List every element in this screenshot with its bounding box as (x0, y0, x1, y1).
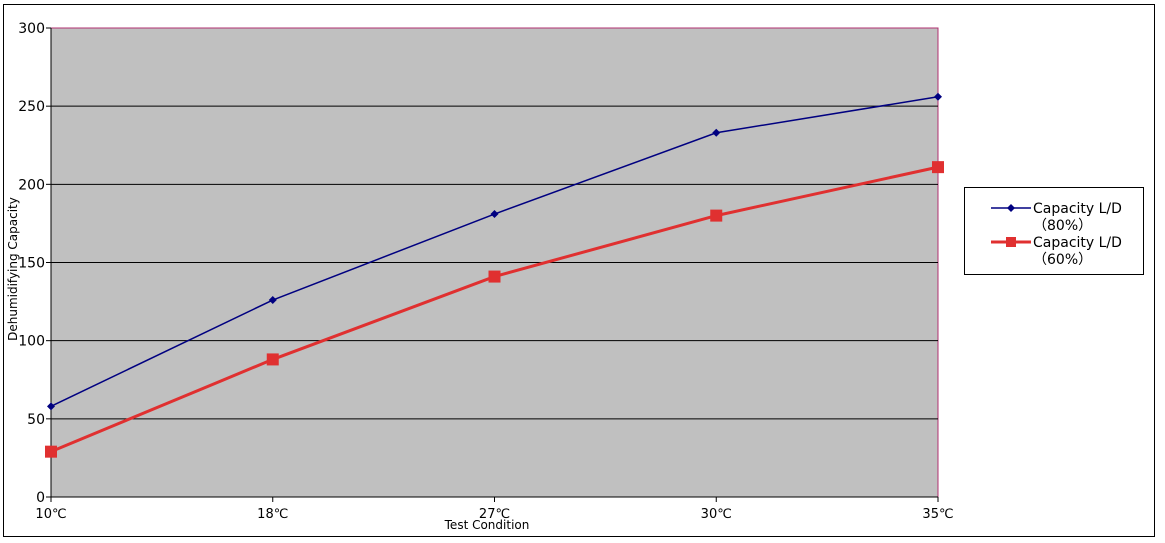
gridlines (51, 105, 938, 420)
chart-frame (3, 4, 1155, 537)
y-axis-ticks: 0 50 100 150 200 250 300 (18, 21, 51, 506)
x-tick-label: 35℃ (922, 507, 953, 522)
x-axis-ticks: 10℃ 18℃ 27℃ 30℃ 35℃ (35, 497, 954, 522)
x-tick-label: 10℃ (35, 507, 66, 522)
y-tick-label: 150 (18, 256, 45, 272)
y-tick-label: 0 (36, 490, 45, 506)
series-layer (45, 92, 944, 458)
legend-label-1: Capacity L/D（80%） (1033, 201, 1122, 234)
x-tick-label: 27℃ (479, 507, 510, 522)
legend-marker-diamond (991, 204, 1031, 212)
data-point-diamond (712, 128, 721, 137)
data-point-square (710, 209, 723, 222)
data-point-square (932, 161, 944, 174)
y-tick-label: 300 (18, 21, 45, 37)
legend-entry-2: Capacity L/D（60%） (965, 232, 1143, 268)
legend-marker-square (991, 237, 1031, 247)
legend-entry-1: Capacity L/D（80%） (965, 198, 1143, 234)
y-axis-label: Dehumidifying Capacity (6, 197, 20, 341)
data-point-diamond (934, 92, 942, 101)
x-tick-label: 18℃ (257, 507, 288, 522)
x-tick-label: 30℃ (701, 507, 732, 522)
legend-label-2: Capacity L/D（60%） (1033, 235, 1122, 268)
data-point-square (266, 353, 279, 366)
y-tick-label: 100 (18, 334, 45, 350)
data-point-diamond (268, 296, 277, 305)
data-point-diamond (47, 402, 55, 411)
y-tick-label: 200 (18, 177, 45, 193)
legend: Capacity L/D（80%） Capacity L/D（60%） (964, 187, 1144, 275)
data-point-square (45, 445, 57, 458)
data-point-square (488, 270, 501, 283)
data-point-diamond (490, 210, 499, 219)
y-tick-label: 250 (18, 99, 45, 115)
y-tick-label: 50 (27, 412, 45, 428)
x-axis-label: Test Condition (444, 518, 530, 532)
